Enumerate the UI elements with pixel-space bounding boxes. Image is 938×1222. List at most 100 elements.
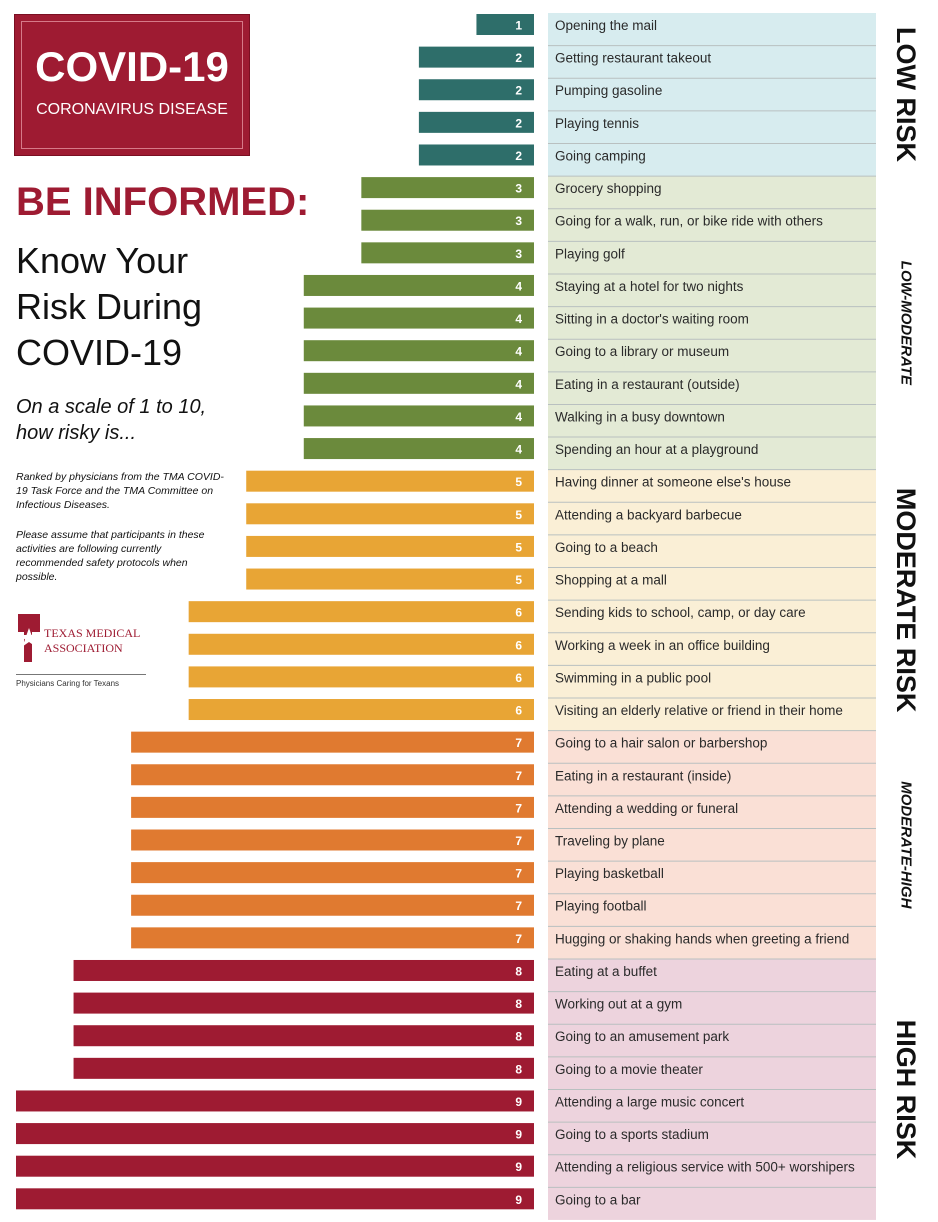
band-label-moderate-high: MODERATE-HIGH (898, 781, 915, 909)
risk-bar (418, 79, 534, 101)
risk-bar (476, 14, 534, 35)
subhead-line: Know Your (16, 240, 189, 281)
band-background-moderate-high (548, 730, 876, 959)
org-tagline: Physicians Caring for Texans (16, 679, 120, 688)
bar-value-label: 2 (515, 149, 522, 163)
activity-label: Sitting in a doctor's waiting room (555, 312, 749, 327)
org-name-line: ASSOCIATION (44, 641, 123, 655)
activity-label: Eating in a restaurant (outside) (555, 377, 740, 392)
activity-label: Going to an amusement park (555, 1029, 729, 1044)
risk-bar (131, 829, 534, 851)
bar-value-label: 4 (515, 443, 522, 457)
activity-label: Walking in a busy downtown (555, 409, 725, 424)
tma-star-icon (18, 614, 40, 662)
risk-bar (303, 274, 534, 296)
risk-bar (246, 535, 534, 557)
activity-label: Playing basketball (555, 866, 664, 881)
bar-value-label: 4 (515, 377, 522, 391)
risk-bar (16, 1090, 534, 1112)
risk-bar (303, 307, 534, 329)
bar-value-label: 2 (515, 51, 522, 65)
risk-bar (303, 340, 534, 362)
bar-value-label: 1 (515, 19, 522, 33)
activity-label: Getting restaurant takeout (555, 51, 711, 66)
logo-inner-border (21, 21, 243, 149)
bar-value-label: 4 (515, 312, 522, 326)
risk-bar (131, 894, 534, 916)
risk-bar (131, 927, 534, 949)
activity-label: Going to a hair salon or barbershop (555, 736, 767, 751)
bar-value-label: 5 (515, 573, 522, 587)
org-divider (16, 674, 146, 675)
activity-label: Attending a wedding or funeral (555, 801, 738, 816)
risk-bar (188, 699, 534, 721)
bar-value-label: 9 (515, 1193, 522, 1207)
activity-label: Going to a sports stadium (555, 1127, 709, 1142)
risk-bar (73, 1025, 535, 1047)
activity-label: Traveling by plane (555, 834, 665, 849)
band-label-moderate: MODERATE RISK (891, 488, 921, 713)
activity-label: Going to a beach (555, 540, 658, 555)
bar-value-label: 5 (515, 508, 522, 522)
scale-question: On a scale of 1 to 10, how risky is... (16, 394, 206, 446)
bar-value-label: 7 (515, 736, 522, 750)
activity-label: Playing tennis (555, 116, 639, 131)
activity-label: Sending kids to school, camp, or day car… (555, 605, 806, 620)
bar-value-label: 8 (515, 1030, 522, 1044)
bar-value-label: 5 (515, 475, 522, 489)
bar-value-label: 4 (515, 345, 522, 359)
activity-label: Swimming in a public pool (555, 670, 711, 685)
risk-bar (361, 209, 534, 231)
bar-value-label: 6 (515, 638, 522, 652)
bar-value-label: 7 (515, 932, 522, 946)
bar-value-label: 3 (515, 247, 522, 261)
band-background-low (548, 13, 876, 177)
risk-bar (188, 601, 534, 623)
bar-value-label: 7 (515, 867, 522, 881)
covid-logo-box: COVID-19 CORONAVIRUS DISEASE (14, 14, 250, 156)
risk-bar (188, 666, 534, 688)
bar-value-label: 8 (515, 964, 522, 978)
activity-label: Attending a religious service with 500+ … (555, 1160, 855, 1175)
risk-bar (361, 242, 534, 264)
activity-label: Working out at a gym (555, 997, 682, 1012)
risk-bar (131, 764, 534, 786)
subhead: Know Your Risk During COVID-19 (16, 238, 202, 376)
bar-value-label: 5 (515, 540, 522, 554)
risk-bar (131, 731, 534, 753)
bar-value-label: 7 (515, 769, 522, 783)
bar-value-label: 9 (515, 1160, 522, 1174)
risk-bar (16, 1123, 534, 1145)
bar-value-label: 4 (515, 279, 522, 293)
subhead-line: COVID-19 (16, 332, 183, 373)
activity-label: Going to a library or museum (555, 344, 729, 359)
headline: BE INFORMED: (16, 180, 310, 224)
bar-value-label: 2 (515, 84, 522, 98)
bar-value-label: 8 (515, 997, 522, 1011)
risk-bar (131, 862, 534, 884)
activity-label: Playing golf (555, 246, 625, 261)
bar-value-label: 7 (515, 801, 522, 815)
subhead-line: Risk During (16, 286, 203, 327)
activity-label: Going camping (555, 148, 646, 163)
activity-label: Attending a backyard barbecue (555, 507, 742, 522)
risk-bar (246, 470, 534, 492)
logo-title: COVID-19 (35, 43, 229, 90)
band-label-low-moderate: LOW-MODERATE (898, 261, 915, 386)
risk-bar (16, 1155, 534, 1177)
activity-label: Visiting an elderly relative or friend i… (555, 703, 843, 718)
risk-bar (418, 111, 534, 133)
bar-value-label: 3 (515, 214, 522, 228)
activity-label: Pumping gasoline (555, 83, 662, 98)
org-name-line: TEXAS MEDICAL (44, 626, 141, 640)
risk-bar (303, 438, 534, 460)
assume-note: Please assume that participants in these… (16, 529, 205, 583)
activity-label: Opening the mail (555, 18, 657, 33)
risk-bar (303, 405, 534, 427)
logo-subtitle: CORONAVIRUS DISEASE (36, 101, 228, 118)
bar-value-label: 9 (515, 1095, 522, 1109)
activity-rows: 1 Opening the mail 2 Getting restaurant tak… (16, 14, 876, 1210)
risk-bar (418, 46, 534, 68)
bar-value-label: 2 (515, 116, 522, 130)
